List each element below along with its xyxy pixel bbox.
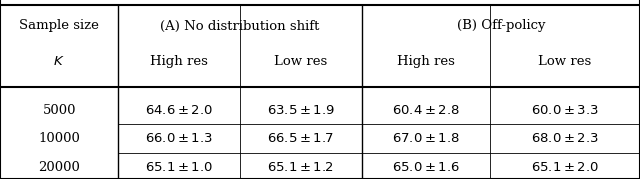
Text: $67.0 \pm 1.8$: $67.0 \pm 1.8$ (392, 132, 460, 145)
Text: Low res: Low res (538, 55, 591, 68)
Text: $65.1 \pm 2.0$: $65.1 \pm 2.0$ (531, 161, 599, 174)
Text: $63.5 \pm 1.9$: $63.5 \pm 1.9$ (267, 104, 335, 117)
Text: 10000: 10000 (38, 132, 80, 145)
Text: Low res: Low res (274, 55, 328, 68)
Text: $65.0 \pm 1.6$: $65.0 \pm 1.6$ (392, 161, 460, 174)
Text: (B) Off-policy: (B) Off-policy (456, 20, 545, 32)
Text: $K$: $K$ (53, 55, 65, 68)
Text: High res: High res (150, 55, 208, 68)
Text: $65.1 \pm 1.2$: $65.1 \pm 1.2$ (268, 161, 334, 174)
Text: Sample size: Sample size (19, 20, 99, 32)
Text: 20000: 20000 (38, 161, 80, 174)
Text: 5000: 5000 (42, 104, 76, 117)
Text: $66.0 \pm 1.3$: $66.0 \pm 1.3$ (145, 132, 213, 145)
Text: $60.4 \pm 2.8$: $60.4 \pm 2.8$ (392, 104, 460, 117)
Text: (A) No distribution shift: (A) No distribution shift (160, 20, 320, 32)
Text: $68.0 \pm 2.3$: $68.0 \pm 2.3$ (531, 132, 598, 145)
Text: High res: High res (397, 55, 454, 68)
Text: $60.0 \pm 3.3$: $60.0 \pm 3.3$ (531, 104, 598, 117)
Text: $64.6 \pm 2.0$: $64.6 \pm 2.0$ (145, 104, 213, 117)
Text: $65.1 \pm 1.0$: $65.1 \pm 1.0$ (145, 161, 213, 174)
Text: $66.5 \pm 1.7$: $66.5 \pm 1.7$ (268, 132, 334, 145)
